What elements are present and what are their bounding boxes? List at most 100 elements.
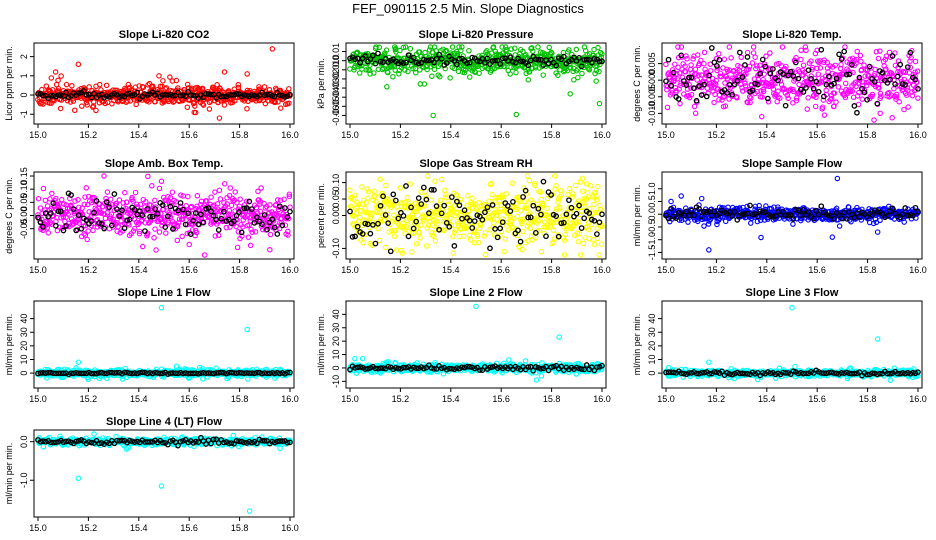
hourly-point: [142, 91, 148, 98]
hourly-point: [187, 92, 194, 98]
data-point: [901, 106, 907, 113]
outlier-point: [874, 229, 881, 235]
data-point: [677, 100, 683, 107]
hourly-point: [836, 51, 842, 58]
data-point: [79, 103, 85, 109]
x-tick-label: 15.8: [543, 130, 561, 140]
data-point: [796, 81, 802, 88]
data-point: [417, 222, 424, 228]
y-tick-label: -0.02: [331, 69, 341, 90]
x-tick-label: 16.0: [593, 265, 611, 275]
data-point: [445, 198, 451, 205]
data-point: [567, 91, 573, 97]
x-tick-label: 15.2: [80, 265, 98, 275]
data-point: [152, 197, 158, 204]
data-point: [84, 236, 90, 243]
data-point: [508, 64, 514, 71]
y-axis-label: degrees C per min.: [632, 45, 642, 122]
data-point: [828, 95, 835, 102]
data-point: [489, 191, 495, 198]
data-point: [352, 355, 358, 362]
data-point: [72, 107, 78, 114]
hourly-point: [170, 92, 176, 99]
x-tick-label: 15.6: [492, 130, 510, 140]
data-point: [402, 44, 409, 50]
data-point: [798, 56, 804, 63]
data-point: [722, 80, 728, 86]
data-point: [584, 190, 591, 196]
data-point: [237, 196, 243, 202]
panel-title: Slope Line 1 Flow: [118, 287, 211, 299]
data-point: [103, 82, 110, 89]
data-point: [201, 252, 208, 258]
data-point: [525, 77, 532, 83]
data-point: [508, 46, 514, 52]
y-tick-label: 0.10: [331, 174, 341, 192]
data-point: [217, 196, 224, 202]
y-tick-label: -0.10: [331, 238, 341, 259]
panel-boxtemp: Slope Amb. Box Temp.15.0 15.2 15.4 15.6 15.8…: [4, 158, 299, 275]
hourly-point: [60, 93, 67, 99]
data-point: [744, 49, 751, 56]
data-point: [533, 234, 539, 241]
hourly-point: [55, 92, 62, 98]
hourly-point: [52, 222, 59, 229]
data-point: [593, 78, 599, 84]
x-tick-label: 15.0: [341, 265, 359, 275]
data-point: [467, 74, 473, 80]
data-point: [184, 104, 191, 110]
data-point: [544, 205, 550, 212]
hourly-point: [566, 197, 572, 204]
y-tick-label: 30: [19, 327, 29, 337]
hourly-point: [58, 92, 64, 99]
data-point: [376, 44, 383, 51]
data-point: [798, 47, 804, 54]
data-point: [359, 184, 365, 190]
data-point: [678, 193, 684, 199]
data-point: [465, 192, 471, 199]
hourly-point: [144, 92, 151, 98]
x-tick-label: 16.0: [593, 130, 611, 140]
data-point: [529, 45, 535, 51]
data-point: [571, 77, 577, 83]
data-point: [857, 52, 864, 59]
x-tick-label: 15.2: [708, 265, 726, 275]
data-point: [167, 74, 173, 80]
data-point: [579, 175, 586, 182]
data-point: [58, 73, 64, 79]
x-tick-label: 15.4: [442, 394, 460, 404]
y-tick-label: 10: [331, 350, 341, 360]
series-points: [35, 46, 293, 121]
x-tick-label: 15.6: [808, 265, 826, 275]
data-point: [40, 185, 47, 192]
data-point: [501, 248, 507, 255]
data-point: [119, 98, 126, 105]
data-point: [423, 243, 430, 249]
hourly-point: [164, 92, 171, 98]
data-point: [549, 50, 555, 56]
data-point: [49, 190, 55, 197]
data-point: [582, 234, 588, 241]
hourly-point: [243, 92, 250, 99]
data-point: [354, 49, 361, 55]
outlier-point: [221, 69, 228, 75]
data-point: [140, 84, 147, 91]
data-point: [228, 202, 235, 209]
data-point: [683, 53, 689, 59]
outlier-point: [186, 241, 192, 248]
data-point: [163, 85, 170, 91]
outlier-point: [93, 107, 99, 114]
x-tick-label: 15.4: [758, 265, 776, 275]
data-point: [685, 219, 691, 225]
data-point: [800, 62, 807, 69]
y-tick-label: -1: [19, 110, 29, 118]
data-point: [127, 84, 133, 91]
data-point: [469, 195, 475, 202]
data-point: [438, 176, 445, 183]
y-axis-label: ml/min per min.: [316, 314, 326, 376]
hourly-point: [274, 231, 281, 237]
y-axis-label: percent per min.: [316, 183, 326, 248]
data-point: [833, 99, 839, 105]
